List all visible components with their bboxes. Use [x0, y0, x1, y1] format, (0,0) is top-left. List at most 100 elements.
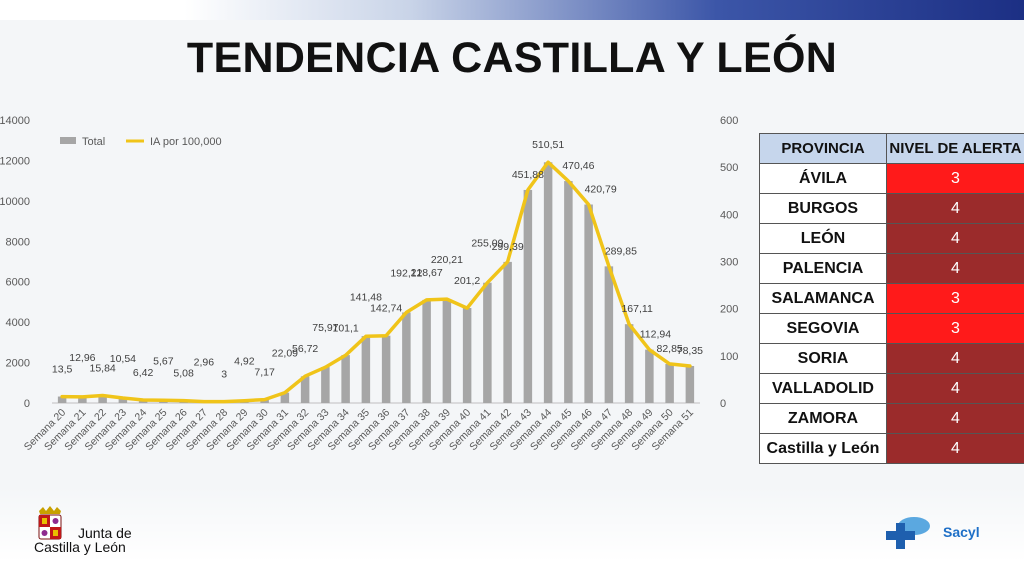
ia-data-label: 22,09: [272, 348, 298, 360]
y-left-tick-label: 2000: [6, 358, 30, 370]
alert-level: 3: [886, 313, 1024, 344]
y-left-tick-label: 12000: [0, 155, 30, 167]
table-row: SEGOVIA 3: [759, 313, 1024, 344]
y-right-tick-label: 400: [720, 209, 738, 221]
ia-data-label: 6,42: [133, 367, 154, 379]
province-name: ÁVILA: [759, 163, 887, 194]
ia-data-label: 220,21: [431, 254, 463, 266]
bar: [483, 282, 492, 403]
ia-data-label: 78,35: [677, 345, 703, 357]
ia-data-label: 12,96: [69, 352, 95, 364]
ia-data-label: 167,11: [621, 303, 652, 315]
bar: [78, 396, 87, 403]
ia-data-label: 82,85: [656, 343, 682, 355]
alert-level: 4: [886, 373, 1024, 404]
ia-data-label: 470,46: [562, 160, 594, 172]
y-left-tick-label: 0: [24, 398, 30, 410]
table-row: BURGOS 4: [759, 193, 1024, 224]
trend-chart: 0 2000 4000 6000 8000 10000 12000 14000 0 100 200 3…: [0, 115, 738, 453]
table-row: Castilla y León 4: [759, 433, 1024, 464]
bar: [280, 392, 290, 403]
bar: [685, 366, 695, 403]
ia-data-label: 142,74: [370, 303, 402, 315]
ia-data-label: 218,67: [411, 267, 443, 279]
ia-data-label: 10,54: [110, 353, 136, 365]
ia-data-label: 112,94: [640, 329, 671, 341]
alert-level: 4: [886, 403, 1024, 434]
ia-data-label: 75,97: [312, 322, 338, 334]
ia-data-label: 299,39: [492, 241, 524, 253]
ia-data-label: 192,12: [390, 267, 422, 279]
ia-data-label: 13,5: [52, 364, 73, 376]
alert-level: 4: [886, 433, 1024, 464]
alert-level: 3: [886, 163, 1024, 194]
table-row: ZAMORA 4: [759, 403, 1024, 434]
bar: [645, 349, 654, 403]
province-name: ZAMORA: [759, 403, 887, 434]
junta-coat-of-arms-icon: [38, 506, 62, 540]
page-title: TENDENCIA CASTILLA Y LEÓN: [186, 34, 838, 82]
table-row: SALAMANCA 3: [759, 283, 1024, 314]
bar: [442, 299, 452, 403]
ia-data-label: 3: [221, 369, 227, 381]
y-left-tick-label: 4000: [6, 317, 30, 329]
y-right-tick-label: 0: [720, 398, 726, 410]
alert-level: 4: [886, 223, 1024, 254]
province-name: PALENCIA: [759, 253, 887, 284]
table-header-row: PROVINCIA NIVEL DE ALERTA: [759, 133, 1024, 164]
table-row: ÁVILA 3: [759, 163, 1024, 194]
top-decorative-band: [0, 0, 1024, 20]
table-row: PALENCIA 4: [759, 253, 1024, 284]
y-right-tick-label: 100: [720, 351, 738, 363]
table-row: VALLADOLID 4: [759, 373, 1024, 404]
bar: [361, 336, 371, 403]
y-right-tick-label: 600: [720, 115, 738, 127]
bar: [604, 266, 614, 403]
ia-data-label: 289,85: [605, 245, 637, 257]
ia-data-label: 4,92: [234, 356, 255, 368]
alert-level: 4: [886, 253, 1024, 284]
y-right-tick-label: 200: [720, 304, 738, 316]
sacyl-logo-icon: [886, 517, 930, 549]
bar: [584, 204, 593, 403]
province-name: Castilla y León: [759, 433, 887, 464]
y-left-tick-label: 8000: [6, 236, 30, 248]
bar: [381, 335, 391, 403]
ia-data-label: 451,88: [512, 169, 544, 181]
y-left-tick-label: 14000: [0, 115, 30, 127]
ia-data-label: 5,67: [153, 355, 174, 367]
sacyl-logo-text: Sacyl: [943, 524, 980, 540]
legend-total-swatch: [60, 137, 76, 144]
bar: [523, 189, 533, 403]
bar: [98, 395, 107, 403]
bar: [57, 396, 67, 403]
ia-data-label: 420,79: [585, 184, 617, 196]
alert-level-table: PROVINCIA NIVEL DE ALERTA ÁVILA 3 BURGOS 4 L…: [759, 133, 1024, 464]
alert-level: 4: [886, 343, 1024, 374]
bottom-decorative-band: [0, 485, 1024, 562]
ia-data-label: 15,84: [89, 363, 115, 375]
alert-level: 3: [886, 283, 1024, 314]
province-name: SEGOVIA: [759, 313, 887, 344]
province-name: LEÓN: [759, 223, 887, 254]
bar: [300, 376, 310, 403]
province-name: SALAMANCA: [759, 283, 887, 314]
bar: [503, 261, 512, 403]
legend-ia-label: IA por 100,000: [150, 136, 222, 148]
ia-data-label: 7,17: [254, 367, 275, 379]
ia-series-line: [60, 160, 692, 404]
junta-logo-text: Junta de Castilla y León: [34, 526, 174, 554]
province-name: BURGOS: [759, 193, 887, 224]
bar: [341, 355, 350, 403]
bar: [564, 181, 573, 403]
y-right-tick-label: 300: [720, 257, 738, 269]
header-nivel-alerta: NIVEL DE ALERTA: [886, 133, 1024, 164]
bar: [402, 312, 411, 403]
bar: [543, 162, 553, 403]
table-row: LEÓN 4: [759, 223, 1024, 254]
table-row: SORIA 4: [759, 343, 1024, 374]
junta-line2: Castilla y León: [34, 539, 126, 555]
province-name: VALLADOLID: [759, 373, 887, 404]
alert-level: 4: [886, 193, 1024, 224]
header-provincia: PROVINCIA: [759, 133, 887, 164]
